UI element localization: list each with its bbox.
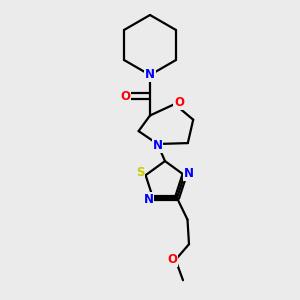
Text: N: N: [152, 139, 163, 152]
Text: O: O: [174, 96, 184, 109]
Text: N: N: [145, 68, 155, 82]
Text: N: N: [184, 167, 194, 180]
Text: O: O: [167, 253, 177, 266]
Text: O: O: [120, 89, 130, 103]
Text: S: S: [136, 166, 144, 179]
Text: N: N: [143, 193, 154, 206]
